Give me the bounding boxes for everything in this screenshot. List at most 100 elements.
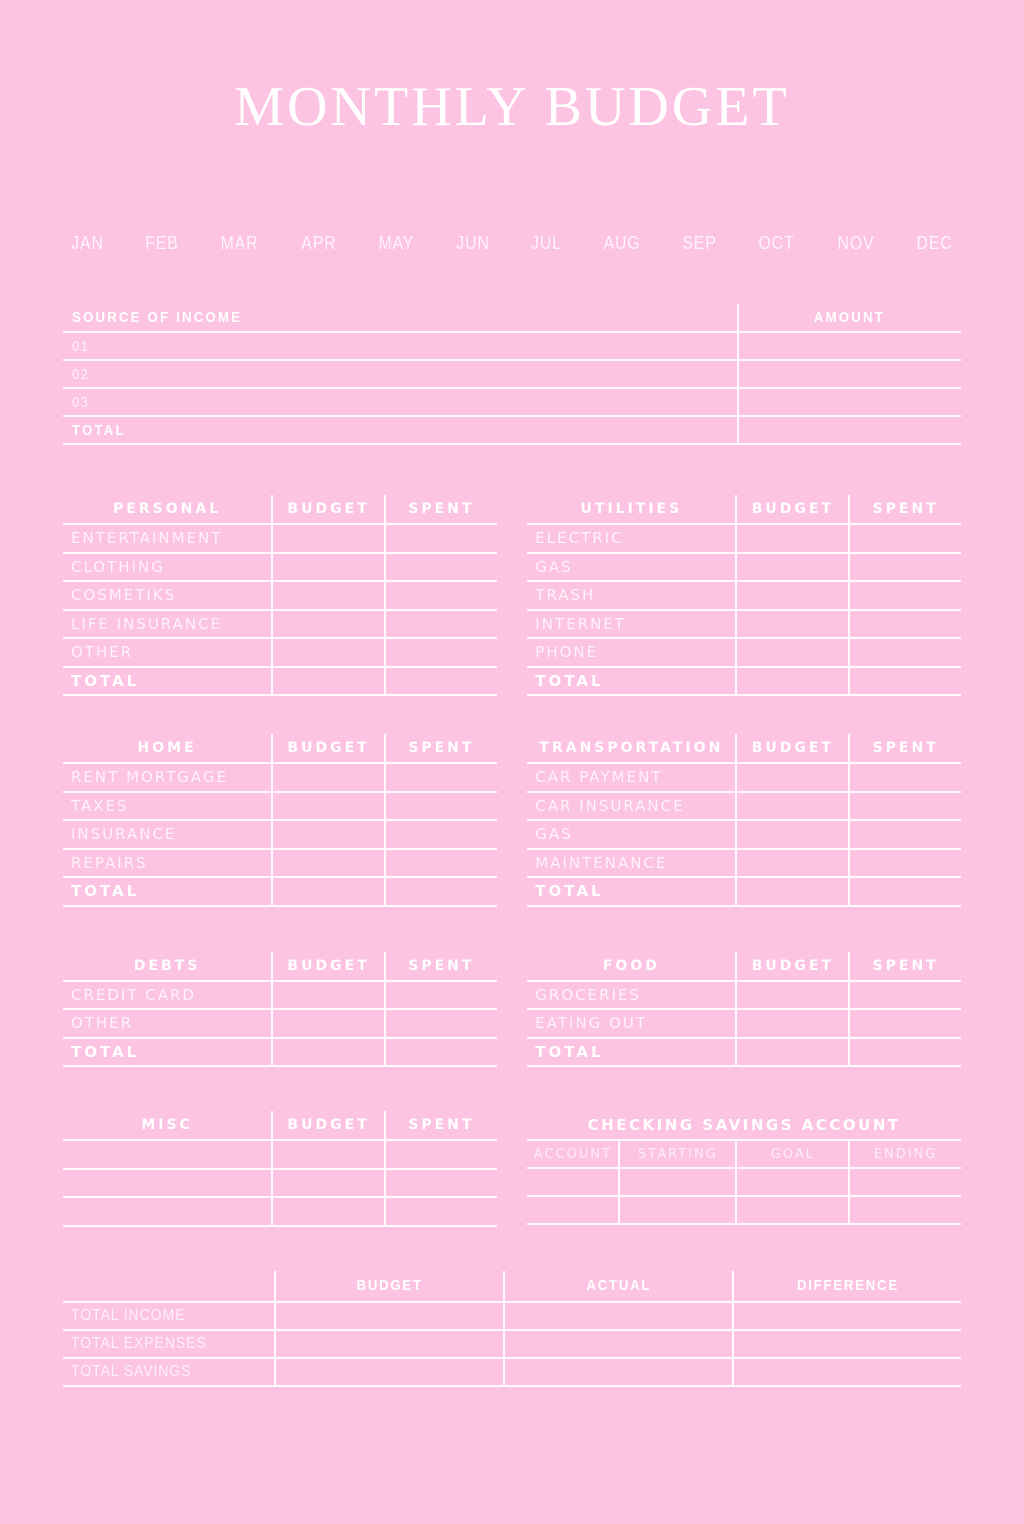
budget-cell	[271, 1010, 384, 1037]
section-title: TRANSPORTATION	[539, 740, 724, 756]
total-row: TOTAL	[527, 1038, 961, 1067]
expense-row: INTERNET	[527, 610, 961, 639]
page-title: MONTHLY BUDGET	[234, 76, 790, 138]
summary-label: TOTAL SAVINGS	[71, 1362, 192, 1380]
month-may: MAY	[378, 232, 415, 253]
expense-row: GAS	[527, 553, 961, 582]
spent-cell	[383, 849, 497, 876]
expense-row: OTHER	[63, 1010, 497, 1039]
account-cell	[527, 1169, 618, 1195]
expense-row: MAINTENANCE	[527, 849, 961, 878]
income-amount-header: AMOUNT	[814, 309, 886, 326]
expense-label: OTHER	[71, 1014, 134, 1033]
spent-cell	[383, 582, 497, 609]
expense-label: GAS	[535, 825, 573, 844]
expense-row	[63, 1169, 497, 1198]
spent-cell	[848, 667, 961, 694]
expense-row: GAS	[527, 821, 961, 850]
month-aug: AUG	[603, 232, 641, 253]
expense-label: LIFE INSURANCE	[71, 614, 223, 633]
summary-header-difference: DIFFERENCE	[796, 1277, 899, 1294]
spent-cell	[383, 1141, 497, 1168]
section-table-transportation: TRANSPORTATION BUDGET SPENT CAR PAYMENT …	[527, 734, 961, 907]
column-header-starting: STARTING	[638, 1146, 718, 1162]
total-row: TOTAL	[527, 878, 961, 907]
spent-cell	[383, 667, 497, 694]
spent-cell	[383, 981, 497, 1008]
expense-label: CAR PAYMENT	[535, 768, 663, 787]
spent-cell	[848, 792, 961, 819]
income-row-number: 03	[72, 393, 90, 411]
section-table-debts: DEBTS BUDGET SPENT CREDIT CARD OTHER TOT…	[63, 951, 497, 1067]
spent-cell	[383, 1010, 497, 1037]
expense-row: GROCERIES	[527, 981, 961, 1010]
budget-cell	[274, 1330, 503, 1357]
budget-page: MONTHLY BUDGET JAN FEB MAR APR MAY JUN J…	[63, 76, 961, 1387]
income-header-row: SOURCE OF INCOME AMOUNT	[63, 304, 961, 333]
income-row-number: 01	[72, 337, 90, 355]
checking-savings-title-row: CHECKING SAVINGS ACCOUNT	[527, 1111, 961, 1141]
summary-table: BUDGET ACTUAL DIFFERENCE TOTAL INCOME TO…	[63, 1270, 961, 1387]
month-jan: JAN	[71, 232, 104, 253]
section-header-row: DEBTS BUDGET SPENT	[63, 951, 497, 982]
budget-cell	[271, 792, 384, 819]
months-row: JAN FEB MAR APR MAY JUN JUL AUG SEP OCT …	[63, 232, 961, 254]
income-total-row: TOTAL	[63, 417, 961, 445]
month-oct: OCT	[758, 232, 796, 253]
budget-cell	[735, 849, 848, 876]
checking-savings-table: CHECKING SAVINGS ACCOUNT ACCOUNT STARTIN…	[527, 1111, 961, 1227]
expense-row: PHONE	[527, 639, 961, 668]
section-header-row: PERSONAL BUDGET SPENT	[63, 495, 497, 525]
total-row: TOTAL	[63, 1038, 497, 1067]
budget-cell	[735, 553, 848, 580]
spent-cell	[848, 525, 961, 552]
expense-row: CREDIT CARD	[63, 981, 497, 1010]
budget-cell	[271, 764, 384, 791]
section-title: HOME	[137, 740, 197, 756]
checking-savings-title: CHECKING SAVINGS ACCOUNT	[587, 1116, 901, 1134]
month-feb: FEB	[145, 232, 179, 253]
column-header-spent: SPENT	[408, 1117, 475, 1133]
section-table-misc: MISC BUDGET SPENT	[63, 1111, 497, 1227]
expense-row: EATING OUT	[527, 1010, 961, 1039]
budget-cell	[271, 582, 384, 609]
spent-cell	[383, 553, 497, 580]
expense-label: GAS	[535, 557, 573, 576]
spent-cell	[848, 553, 961, 580]
budget-cell	[271, 1169, 384, 1196]
total-label: TOTAL	[71, 1042, 140, 1061]
expense-label: INSURANCE	[71, 825, 177, 844]
spent-cell	[848, 582, 961, 609]
difference-cell	[732, 1330, 961, 1357]
sections-row-4: MISC BUDGET SPENT CHECKING SAVINGS ACCOU…	[63, 1111, 961, 1227]
expense-row: INSURANCE	[63, 821, 497, 850]
expense-label: REPAIRS	[71, 853, 148, 872]
column-header-spent: SPENT	[408, 501, 475, 517]
spent-cell	[383, 1198, 497, 1225]
expense-row	[63, 1198, 497, 1227]
summary-header-row: BUDGET ACTUAL DIFFERENCE	[63, 1270, 961, 1303]
total-label: TOTAL	[71, 671, 140, 690]
account-row	[527, 1169, 961, 1197]
sections-row-2: HOME BUDGET SPENT RENT MORTGAGE TAXES IN…	[63, 734, 961, 907]
expense-row: CAR PAYMENT	[527, 764, 961, 793]
expense-label: INTERNET	[535, 614, 626, 633]
total-label: TOTAL	[535, 882, 604, 901]
income-row: 03	[63, 389, 961, 417]
budget-cell	[271, 849, 384, 876]
income-table: SOURCE OF INCOME AMOUNT 01 02 03 TOTAL	[63, 304, 961, 445]
budget-cell	[735, 667, 848, 694]
budget-cell	[274, 1358, 503, 1385]
income-row-number: 02	[72, 365, 90, 383]
section-table-utilities: UTILITIES BUDGET SPENT ELECTRIC GAS TRAS…	[527, 495, 961, 696]
income-source-header: SOURCE OF INCOME	[72, 309, 243, 326]
column-header-budget: BUDGET	[287, 501, 370, 517]
column-header-budget: BUDGET	[287, 957, 370, 974]
income-total-amount-cell	[736, 417, 962, 443]
spent-cell	[848, 764, 961, 791]
income-total-label: TOTAL	[72, 421, 126, 439]
section-title: PERSONAL	[113, 501, 222, 517]
checking-header-row: ACCOUNT STARTING GOAL ENDING	[527, 1141, 961, 1169]
expense-label: TRASH	[535, 586, 596, 605]
income-amount-cell	[736, 389, 962, 415]
